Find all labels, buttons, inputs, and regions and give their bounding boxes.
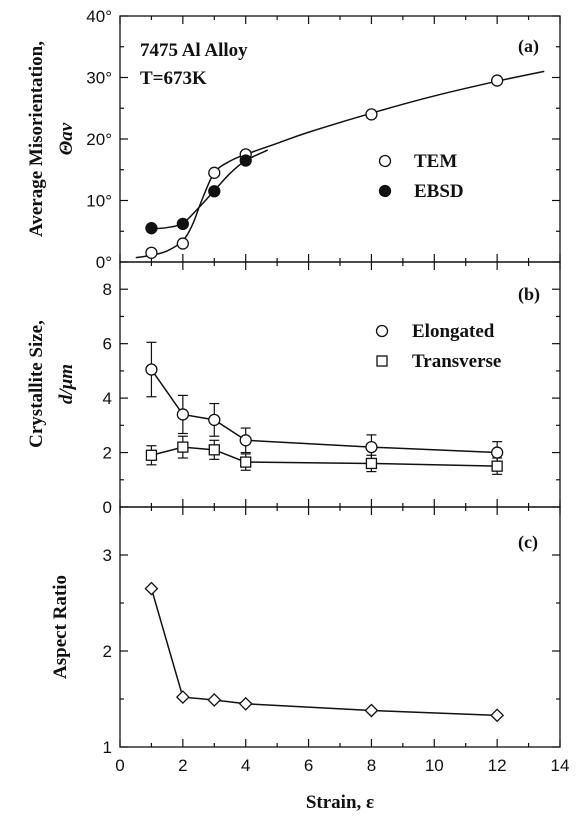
- panel-a-ylabel-line1: Average Misorientation,: [26, 41, 47, 237]
- panel-a-series-1-point: [145, 246, 158, 259]
- panel-b-ylabel-line2: d/μm: [56, 364, 77, 404]
- panel-c-ylabel: Aspect Ratio: [50, 575, 71, 679]
- panel-c-series-1-point: [490, 708, 505, 723]
- panel-a-series-2-point: [208, 185, 221, 198]
- panel-a-series-2-point: [239, 154, 252, 167]
- panel-c-series-1-point: [364, 703, 379, 718]
- panel-b-ytick-label: 2: [103, 444, 112, 463]
- panel-c-frame: [119, 506, 561, 748]
- panel-c-ytick-label: 2: [103, 642, 112, 661]
- legend-a-tem-label: TEM: [414, 151, 457, 172]
- panel-b-label: (b): [518, 284, 540, 305]
- panel-b-series-2-point: [240, 456, 252, 468]
- series-lines: [150, 369, 498, 717]
- panel-b-ytick-label: 0: [103, 498, 112, 517]
- legend-a-ebsd-label: EBSD: [414, 181, 464, 202]
- panel-a-annotation-line1: 7475 Al Alloy: [140, 40, 248, 61]
- panel-b-series-1-line: [150, 369, 498, 454]
- x-tick-label: 8: [367, 756, 376, 775]
- x-tick-label: 2: [178, 756, 187, 775]
- data-markers: [144, 74, 505, 723]
- panel-b-ylabel-line1: Crystallite Size,: [26, 320, 47, 448]
- panel-b-series-2-point: [491, 460, 503, 472]
- panel-c-series-1-point: [207, 693, 222, 707]
- fit-curves: [135, 70, 545, 259]
- panel-c-ytick-label: 3: [103, 546, 112, 565]
- panel-c-ytick-label: 1: [103, 738, 112, 757]
- axis-ticks: [119, 15, 561, 748]
- x-tick-label: 4: [241, 756, 250, 775]
- panel-c-series-1-point: [175, 690, 190, 704]
- panel-a-fit-curve-1: [135, 70, 545, 259]
- x-tick-label: 6: [304, 756, 313, 775]
- panel-b-series-1-point: [365, 440, 378, 454]
- panel-a-series-2-point: [145, 222, 158, 235]
- legend-b-transverse-marker: [376, 355, 388, 367]
- panel-b-series-2-point: [177, 441, 189, 453]
- panel-a-annotation-line2: T=673K: [140, 68, 207, 89]
- panel-b-ytick-label: 4: [103, 389, 112, 408]
- panel-b-series-2-point: [365, 457, 378, 470]
- x-axis-label: Strain, ε: [306, 792, 374, 813]
- panel-b-series-2-point: [145, 449, 158, 461]
- panel-b-series-1-point: [176, 408, 190, 421]
- panel-a-ytick-label: 0°: [96, 253, 112, 272]
- panel-c-series-1-point: [144, 581, 159, 596]
- panel-b-series-1-point: [208, 413, 221, 427]
- panel-b-series-2-point: [208, 444, 220, 456]
- panel-a-series-1-point: [208, 166, 221, 179]
- x-tick-label: 14: [551, 756, 570, 775]
- legend-a-tem-marker: [378, 154, 392, 168]
- panel-a-series-1-point: [490, 74, 504, 87]
- panel-a-ytick-label: 40°: [86, 7, 112, 26]
- panel-a-ytick-label: 30°: [86, 69, 112, 88]
- panel-c-series-1-point: [238, 696, 253, 711]
- legend-b-elongated-label: Elongated: [412, 321, 495, 342]
- x-tick-label: 0: [115, 756, 124, 775]
- panel-a-ytick-label: 10°: [86, 192, 112, 211]
- panel-a-series-1-point: [365, 108, 378, 121]
- panel-a-label: (a): [518, 36, 539, 57]
- panel-a-series-2-point: [176, 217, 190, 231]
- legend-b-elongated-marker: [375, 324, 389, 338]
- legend-b-transverse-label: Transverse: [412, 351, 501, 372]
- panel-a-ytick-label: 20°: [86, 130, 112, 149]
- x-tick-label: 12: [488, 756, 507, 775]
- panel-b-ytick-label: 6: [103, 335, 112, 354]
- chart-text: 7475 Al Alloy T=673K (a) TEM EBSD Averag…: [26, 7, 569, 813]
- panel-b-series-1-point: [239, 434, 252, 447]
- panel-b-series-1-point: [490, 446, 504, 459]
- legend-a-ebsd-marker: [378, 184, 392, 198]
- panel-c-series-1-line: [150, 588, 498, 717]
- panel-c-label: (c): [518, 532, 538, 553]
- panel-b-series-1-point: [145, 363, 158, 376]
- x-tick-label: 10: [425, 756, 444, 775]
- panel-a-series-1-point: [176, 237, 190, 250]
- panel-b-ytick-label: 8: [103, 280, 112, 299]
- panel-a-ylabel-line2: Θav: [56, 122, 77, 155]
